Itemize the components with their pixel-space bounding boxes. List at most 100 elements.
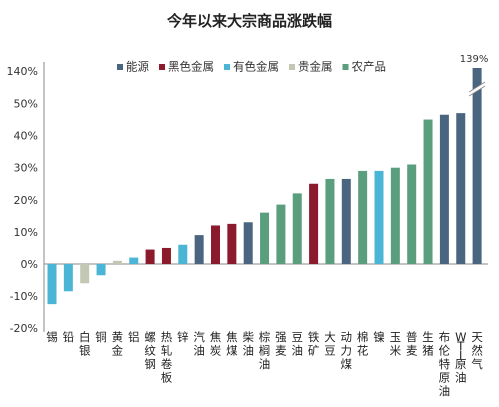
x-tick-label: 麦 — [406, 344, 418, 358]
bar — [96, 264, 106, 276]
x-tick-label: 锌 — [177, 330, 189, 344]
bar — [211, 225, 220, 264]
x-tick-label: 伦 — [439, 344, 451, 358]
y-tick-label: 30% — [14, 162, 38, 175]
x-tick-label: 板 — [161, 371, 173, 385]
axis-break-line — [468, 85, 486, 97]
bar — [325, 178, 335, 264]
legend-label: 能源 — [126, 60, 149, 74]
x-tick-label: 铝 — [128, 330, 140, 344]
x-tick-label: 普 — [406, 330, 418, 344]
bar — [390, 167, 400, 264]
x-tick-label: 煤 — [341, 357, 353, 371]
x-tick-label: 大 — [324, 330, 336, 344]
bar — [178, 244, 188, 264]
x-tick-label: 豆 — [324, 344, 336, 358]
bar — [309, 183, 319, 264]
x-tick-label: 锡 — [46, 330, 58, 344]
y-tick-label: 140% — [7, 65, 38, 78]
x-tick-label: 麦 — [275, 344, 287, 358]
y-tick-label: 50% — [14, 98, 38, 111]
bar — [358, 170, 368, 264]
x-tick-label: 棉 — [357, 330, 369, 344]
bar — [260, 212, 270, 264]
legend-swatch — [342, 64, 349, 70]
x-tick-label: I — [459, 348, 462, 362]
x-tick-label: 焦 — [226, 330, 238, 344]
bar — [63, 264, 73, 292]
bar — [407, 164, 417, 264]
x-tick-label: 铜 — [95, 330, 107, 344]
x-tick-label: W — [455, 330, 466, 344]
bar — [47, 264, 57, 305]
x-tick-label: 铁 — [308, 330, 320, 344]
x-tick-label: 柴 — [242, 330, 254, 344]
bar — [341, 178, 351, 264]
chart-title: 今年以来大宗商品涨跌幅 — [166, 12, 332, 30]
x-tick-label: 动 — [341, 330, 353, 344]
y-tick-label: 20% — [14, 194, 38, 207]
y-tick-label: 0% — [21, 258, 38, 271]
x-tick-label: 纹 — [144, 344, 156, 358]
y-tick-label: -20% — [10, 322, 38, 335]
bar — [276, 204, 286, 264]
y-tick-label: 10% — [14, 226, 38, 239]
legend-label: 贵金属 — [298, 60, 333, 74]
x-tick-label: 油 — [292, 344, 304, 358]
bar — [456, 113, 466, 264]
x-tick-label: 花 — [357, 344, 369, 358]
x-tick-label: 汽 — [193, 330, 205, 344]
x-tick-label: 铅 — [63, 330, 75, 344]
x-tick-label: 油 — [439, 384, 451, 398]
bar — [112, 260, 122, 264]
x-tick-label: 特 — [439, 357, 451, 371]
x-tick-label: 棕 — [259, 330, 271, 344]
bar — [80, 264, 90, 284]
bar — [161, 247, 171, 264]
x-tick-label: 然 — [471, 344, 483, 358]
legend-swatch — [159, 64, 165, 70]
bar — [194, 235, 204, 264]
x-tick-label: 原 — [455, 357, 467, 371]
bar — [129, 257, 139, 264]
legend-swatch — [224, 64, 230, 70]
axis-break-mark — [469, 82, 486, 96]
x-tick-label: 生 — [422, 330, 434, 344]
x-tick-label: 炭 — [210, 344, 222, 358]
x-tick-label: 螺 — [144, 330, 156, 344]
x-tick-label: 焦 — [210, 330, 222, 344]
x-tick-label: 黄 — [112, 330, 124, 344]
bar — [243, 222, 253, 264]
bar — [439, 114, 449, 264]
x-tick-label: 油 — [193, 344, 205, 358]
bar — [292, 193, 302, 264]
x-tick-label: 轧 — [161, 344, 173, 358]
x-tick-label: 矿 — [308, 344, 320, 358]
x-tick-label: 力 — [341, 344, 353, 358]
x-tick-label: 油 — [242, 344, 254, 358]
legend-swatch — [289, 64, 295, 70]
data-label: 139% — [460, 54, 489, 65]
bar — [423, 119, 433, 264]
x-tick-label: 钢 — [144, 357, 156, 371]
x-tick-label: 白 — [79, 330, 91, 344]
x-tick-label: 布 — [439, 330, 451, 344]
legend-swatch — [117, 64, 123, 70]
x-tick-label: 强 — [275, 330, 287, 344]
x-tick-label: 油 — [455, 371, 467, 385]
legend-label: 黑色金属 — [168, 60, 214, 74]
legend-label: 农产品 — [352, 60, 387, 74]
bar — [472, 68, 482, 264]
bar — [145, 249, 155, 264]
x-tick-label: 米 — [390, 344, 402, 358]
y-tick-label: -10% — [10, 290, 38, 303]
x-tick-label: 油 — [259, 357, 271, 371]
x-tick-label: 银 — [79, 344, 91, 358]
legend-label: 有色金属 — [233, 60, 279, 74]
x-tick-label: T — [456, 339, 465, 353]
x-tick-label: 镍 — [373, 330, 385, 344]
x-tick-label: 原 — [439, 371, 451, 385]
x-tick-label: 榈 — [259, 344, 271, 358]
